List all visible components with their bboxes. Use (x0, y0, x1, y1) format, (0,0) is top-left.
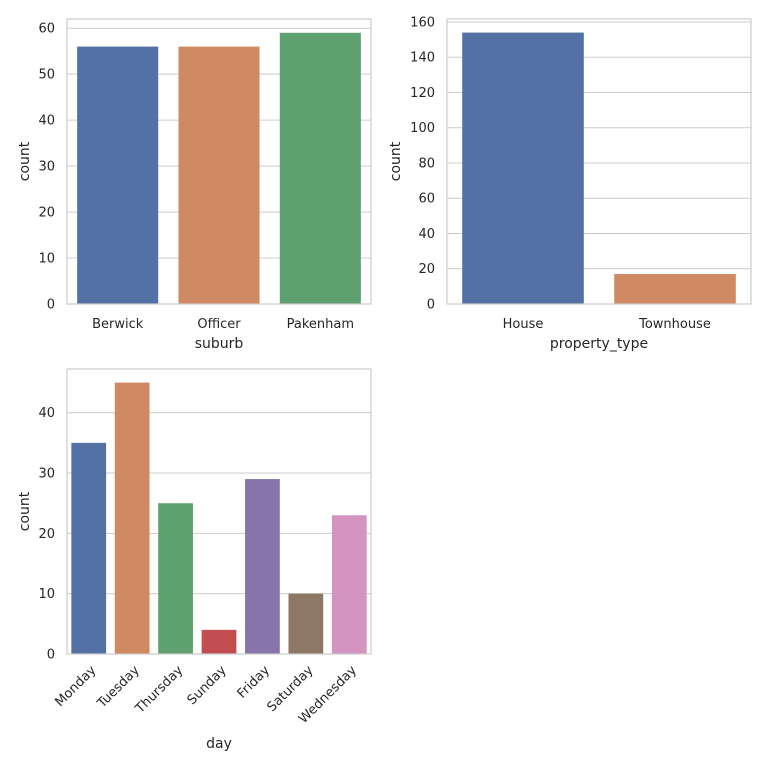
property-type-y-tick-label: 120 (410, 86, 435, 101)
day-y-tick-label: 20 (38, 527, 55, 542)
property-type-bar-townhouse (614, 274, 736, 304)
suburb-y-tick-label: 30 (38, 160, 55, 175)
property-type-y-axis-label: count (388, 141, 404, 181)
suburb-y-tick-label: 20 (38, 206, 55, 221)
suburb-x-tick-label: Pakenham (287, 317, 354, 332)
suburb-y-axis-label: count (17, 141, 33, 181)
day-bar-saturday (288, 593, 324, 654)
day-axes-frame (66, 368, 372, 655)
property-type-x-axis-label: property_type (550, 336, 648, 352)
property-type-x-tick-label: House (503, 317, 544, 332)
property-type-y-tick-label: 40 (418, 227, 435, 242)
suburb-y-tick-label: 60 (38, 22, 55, 37)
suburb-y-tick-label: 0 (47, 298, 55, 313)
day-x-tick-label: Thursday (132, 663, 186, 717)
day-y-tick-label: 40 (38, 406, 55, 421)
day-bar-tuesday (114, 382, 150, 654)
suburb-x-tick-label: Officer (197, 317, 241, 332)
suburb-bar-officer (178, 46, 260, 304)
property-type-y-tick-label: 80 (418, 156, 435, 171)
property-type-y-tick-label: 100 (410, 121, 435, 136)
day-bar-wednesday (331, 515, 367, 654)
suburb-x-tick-label: Berwick (92, 317, 144, 332)
day-bar-thursday (158, 503, 193, 654)
day-bar-friday (245, 479, 280, 654)
property-type-y-tick-label: 20 (418, 262, 435, 277)
property-type-y-tick-label: 160 (410, 15, 435, 30)
day-x-tick-label: Sunday (185, 663, 230, 708)
day-bar-monday (71, 442, 107, 654)
suburb-y-tick-label: 50 (38, 68, 55, 83)
day-y-tick-label: 10 (38, 587, 55, 602)
day-x-tick-label: Monday (52, 663, 99, 710)
property-type-y-tick-label: 60 (418, 192, 435, 207)
suburb-bar-berwick (77, 46, 159, 304)
suburb-chart: 0 10 20 30 40 50 60 Berwick Officer Pakenham subur… (17, 18, 372, 352)
day-y-tick-label: 30 (38, 467, 55, 482)
property-type-bar-house (462, 32, 584, 304)
property-type-y-tick-label: 0 (427, 298, 435, 313)
suburb-axes-frame (66, 18, 372, 305)
suburb-x-axis-label: suburb (195, 336, 244, 352)
day-bar-sunday (201, 629, 237, 654)
suburb-y-tick-label: 10 (38, 252, 55, 267)
suburb-y-tick-label: 40 (38, 114, 55, 129)
day-y-axis-label: count (17, 491, 33, 531)
property-type-chart: 0 20 40 60 80 100 120 140 160 House Townhouse prope… (388, 15, 752, 352)
day-x-axis-label: day (206, 736, 232, 752)
day-x-tick-label: Friday (235, 663, 274, 702)
property-type-axes-frame (446, 18, 752, 305)
day-y-tick-label: 0 (47, 648, 55, 663)
property-type-y-tick-label: 140 (410, 51, 435, 66)
suburb-bar-pakenham (279, 32, 361, 305)
property-type-x-tick-label: Townhouse (638, 317, 711, 332)
